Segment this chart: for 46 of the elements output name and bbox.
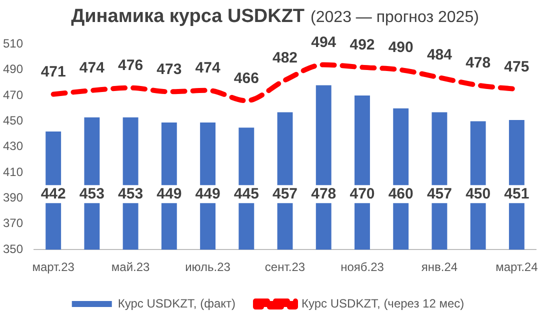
data-label: 466 [234,70,259,87]
y-tick-label: 470 [2,88,24,102]
y-tick-label: 510 [2,36,24,51]
y-tick-label: 430 [2,139,24,154]
y-tick-label: 370 [2,216,24,230]
data-label: 449 [156,185,182,202]
x-tick-label: янв.24 [421,260,458,274]
data-label: 457 [272,185,298,202]
data-label: 442 [40,185,66,202]
data-label: 453 [118,185,144,202]
x-tick-label: июль.23 [185,260,231,274]
y-tick-label: 390 [2,190,24,205]
data-label: 474 [79,60,106,77]
y-tick-label: 410 [2,164,24,179]
x-tick-label: март.23 [32,260,75,274]
data-label: 476 [118,56,144,74]
data-label: 484 [426,46,453,64]
y-tick-label: 350 [2,242,24,256]
data-label: 494 [311,34,337,51]
data-label: 471 [40,63,66,80]
x-tick-label: нояб.23 [340,260,384,274]
data-label: 450 [466,185,491,202]
data-label: 475 [504,58,530,76]
data-label: 453 [79,185,104,202]
y-tick-label: 490 [2,62,24,76]
data-label: 460 [388,185,414,202]
legend-label: Курс USDKZT, (через 12 мес) [301,296,464,310]
data-label: 445 [234,185,259,202]
data-label: 470 [350,185,375,202]
data-label: 457 [426,185,452,202]
data-label: 478 [311,185,336,202]
data-label: 474 [195,60,221,77]
data-label: 451 [504,185,530,202]
data-label: 490 [388,39,414,56]
x-tick-label: май.23 [111,260,150,274]
data-label: 449 [195,185,220,202]
legend-label: Курс USDKZT, (факт) [118,296,236,310]
x-tick-label: сент.23 [264,260,306,274]
chart-title: Динамика курса USDKZT [71,6,305,27]
data-label: 478 [466,54,491,72]
y-tick-label: 450 [2,114,24,128]
data-label: 492 [350,36,375,54]
data-label: 482 [272,49,298,66]
chart-subtitle: (2023 — прогноз 2025) [310,9,479,26]
data-label: 473 [156,60,182,78]
x-tick-label: март.24 [496,260,538,274]
